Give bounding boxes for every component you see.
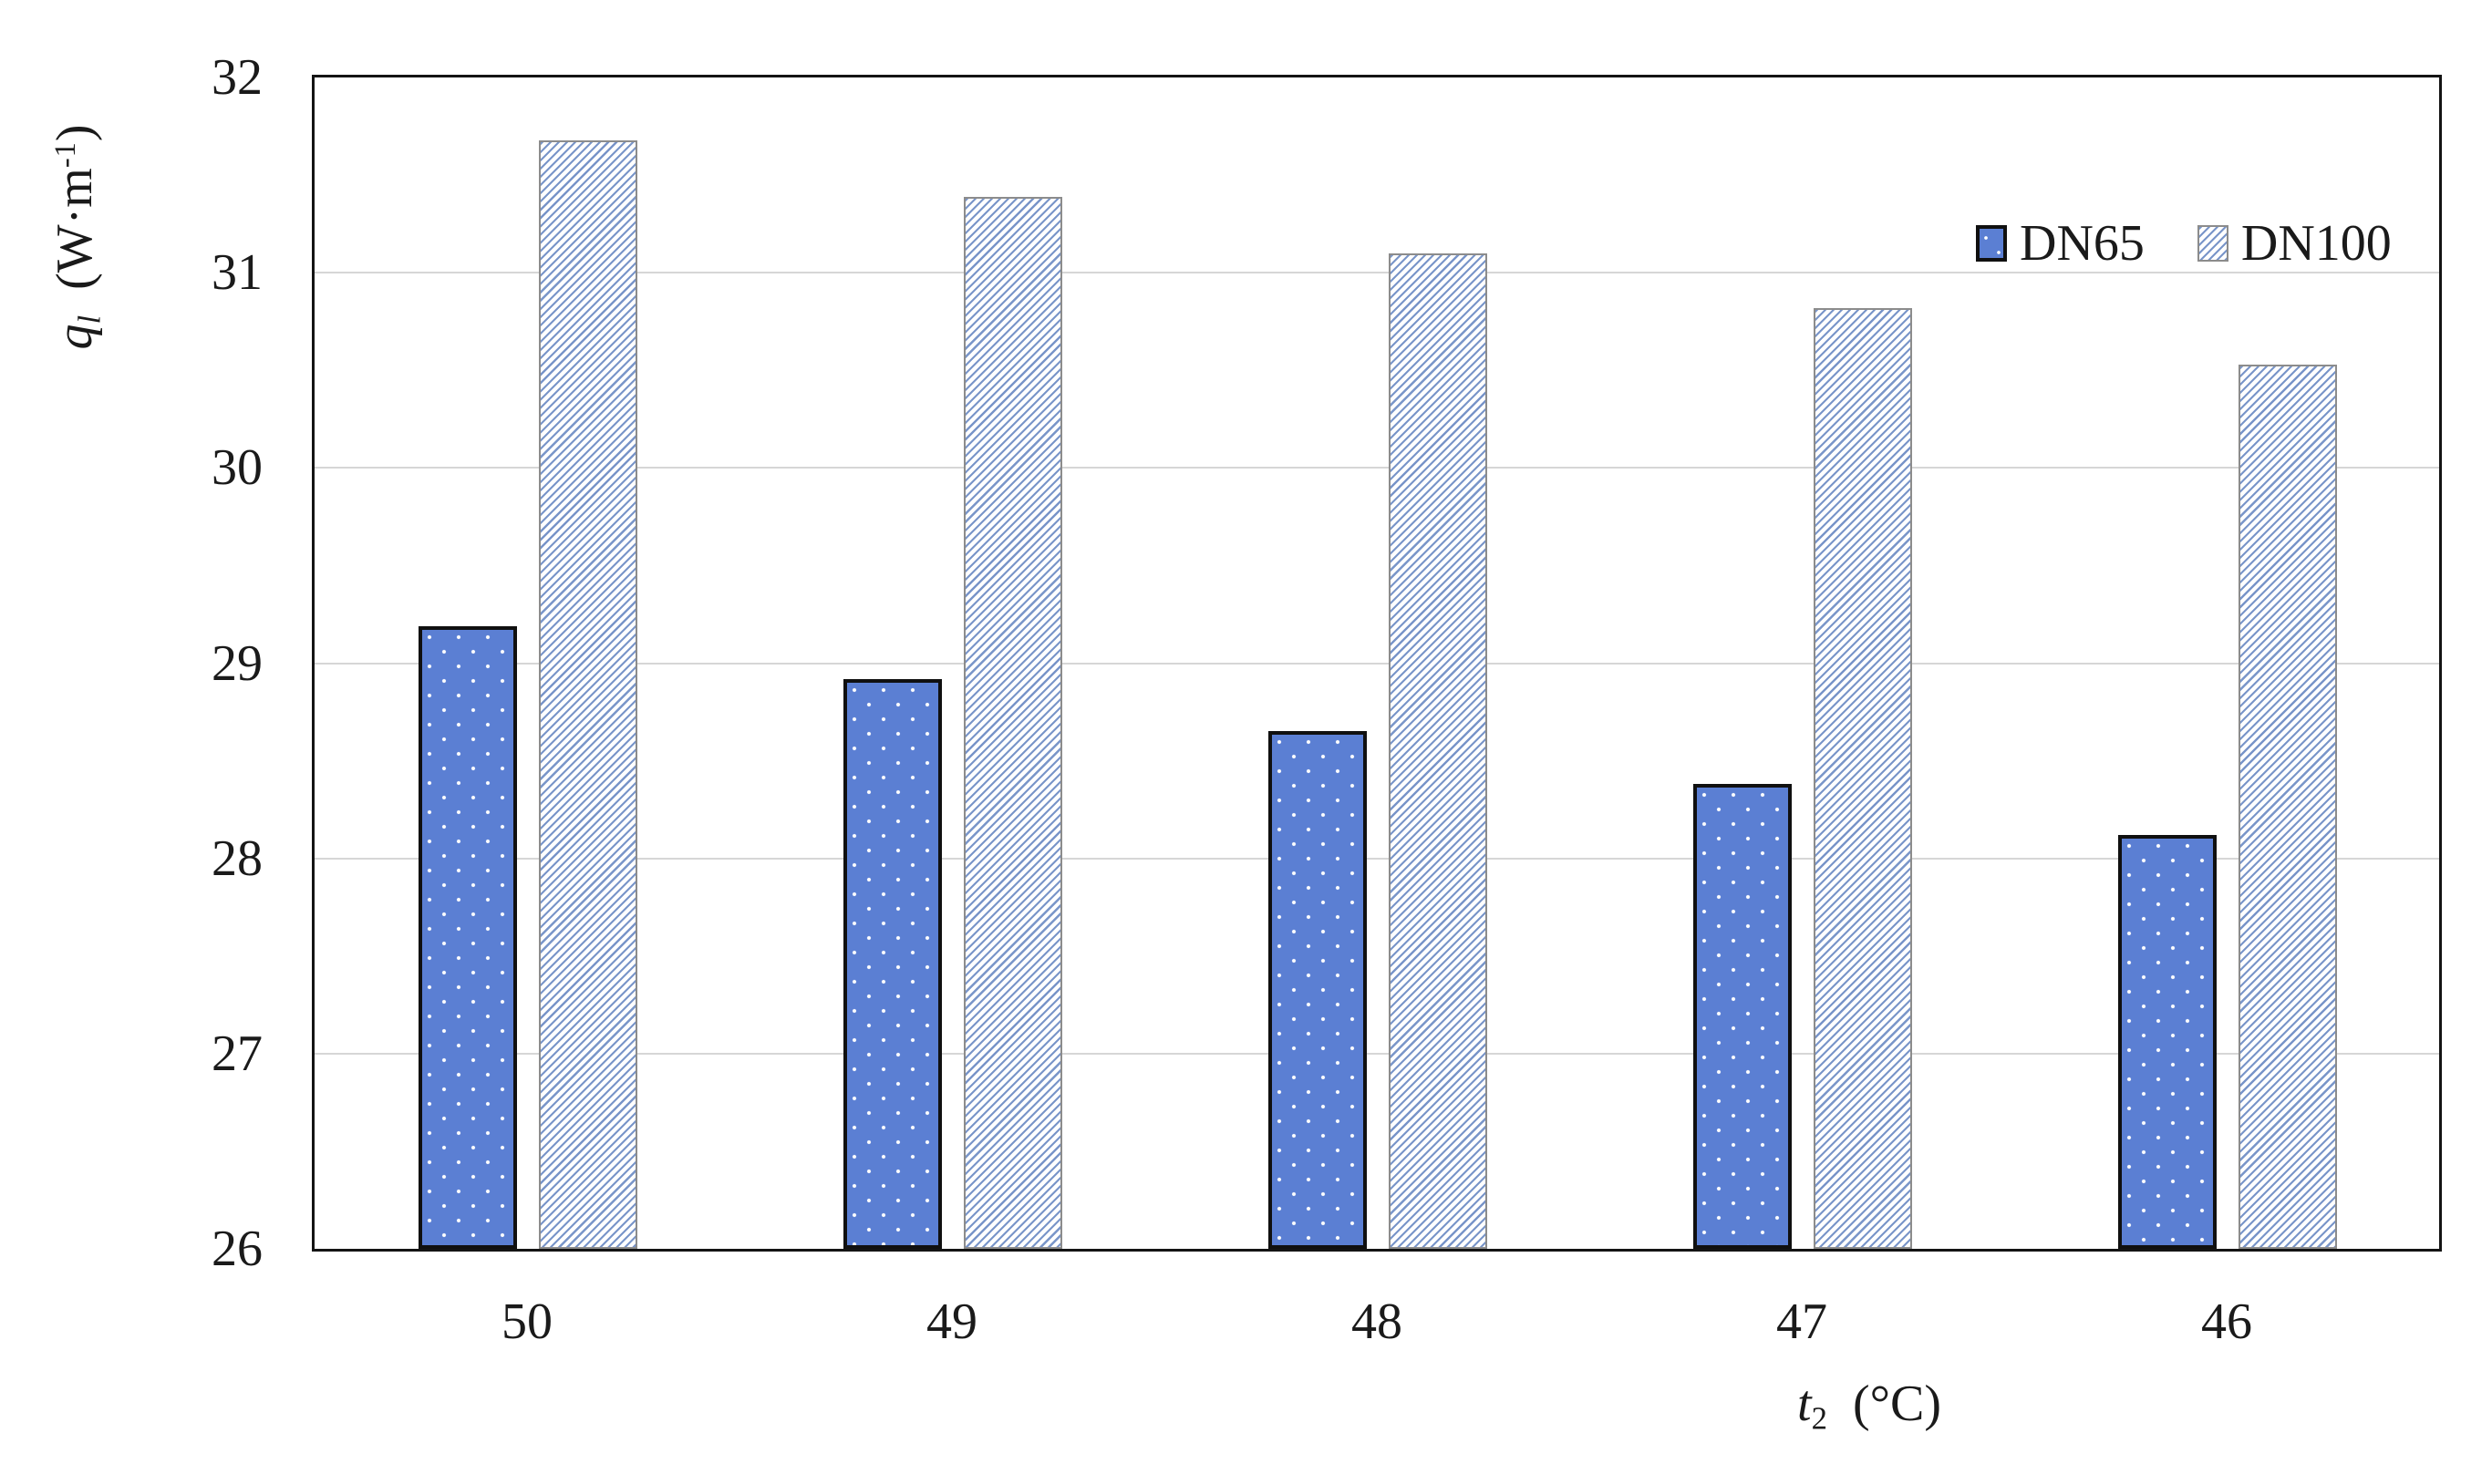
- y-axis-symbol: q: [46, 324, 103, 350]
- y-tick-label-26: 26: [212, 1221, 263, 1277]
- legend-label-dn65: DN65: [2020, 215, 2145, 272]
- bar-dn100-48: [1389, 252, 1487, 1249]
- legend: DN65 DN100: [1976, 214, 2392, 273]
- x-tick-label-48: 48: [1351, 1293, 1402, 1350]
- y-tick-label-27: 27: [212, 1025, 263, 1082]
- x-tick-label-46: 46: [2201, 1293, 2252, 1350]
- x-tick-label-50: 50: [502, 1293, 553, 1350]
- y-tick-label-32: 32: [212, 49, 263, 106]
- y-axis-unit-superscript: -1: [49, 141, 82, 169]
- legend-label-dn100: DN100: [2240, 215, 2392, 272]
- legend-item-dn100: DN100: [2197, 214, 2392, 273]
- gridline-30: [315, 467, 2439, 469]
- plot-area: DN65 DN100: [312, 75, 2442, 1252]
- bar-dn100-50: [539, 139, 637, 1249]
- x-axis-subscript: 2: [1811, 1400, 1827, 1437]
- bars-layer: [315, 77, 2439, 1249]
- x-tick-label-49: 49: [926, 1293, 977, 1350]
- x-tick-label-47: 47: [1776, 1293, 1827, 1350]
- y-axis-title: ql (W·m-1): [27, 27, 108, 447]
- bar-dn100-49: [964, 196, 1062, 1249]
- x-axis-title: t2 (°C): [1687, 1365, 2052, 1442]
- x-axis-symbol: t: [1797, 1376, 1812, 1432]
- legend-swatch-dn65: [1976, 225, 2007, 262]
- y-tick-label-30: 30: [212, 439, 263, 497]
- bar-dn65-47: [1693, 784, 1792, 1249]
- bar-dn65-48: [1268, 731, 1367, 1249]
- gridline-27: [315, 1052, 2439, 1055]
- gridlines-layer: [315, 77, 2439, 1249]
- bar-dn65-49: [843, 678, 942, 1249]
- x-axis-unit: (°C): [1852, 1376, 1941, 1432]
- legend-swatch-dn100: [2197, 225, 2228, 262]
- y-tick-label-29: 29: [212, 634, 263, 692]
- gridline-29: [315, 662, 2439, 665]
- legend-item-dn65: DN65: [1976, 214, 2145, 273]
- gridline-31: [315, 272, 2439, 274]
- y-tick-label-28: 28: [212, 830, 263, 887]
- bar-dn65-46: [2118, 834, 2217, 1249]
- y-axis-unit-open: (W·m: [46, 168, 103, 290]
- y-axis-subscript: l: [71, 314, 108, 325]
- y-tick-label-31: 31: [212, 244, 263, 302]
- y-axis-unit-close: ): [46, 124, 103, 142]
- bar-dn100-46: [2239, 364, 2337, 1249]
- bar-dn65-50: [419, 625, 517, 1249]
- bar-dn100-47: [1814, 307, 1912, 1249]
- gridline-28: [315, 857, 2439, 860]
